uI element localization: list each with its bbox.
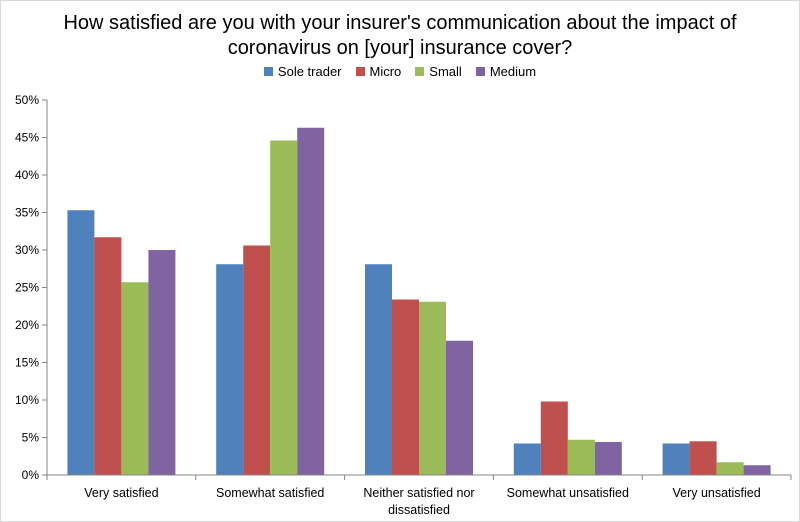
legend-label: Sole trader — [277, 64, 342, 79]
chart-title-line-1: How satisfied are you with your insurer'… — [63, 12, 737, 34]
y-tick-label: 20% — [15, 318, 39, 332]
y-tick-label: 30% — [15, 243, 39, 257]
chart-title-line-2: coronavirus on [your] insurance cover? — [227, 37, 573, 59]
bar — [148, 250, 176, 475]
legend-item-sole-trader: Sole trader — [263, 64, 342, 79]
chart-title: How satisfied are you with your insurer'… — [1, 11, 799, 61]
bar — [567, 439, 595, 475]
legend-item-small: Small — [415, 64, 462, 79]
bar — [392, 299, 419, 475]
bar — [513, 443, 541, 475]
bar — [270, 140, 298, 475]
bar — [216, 264, 244, 475]
y-tick-label: 15% — [15, 356, 39, 370]
x-category-label: Very satisfied — [84, 486, 158, 500]
legend-swatch — [355, 67, 365, 76]
bar — [121, 282, 149, 475]
bar — [540, 401, 568, 475]
x-category-label: dissatisfied — [388, 503, 450, 517]
legend-swatch — [263, 67, 273, 76]
bar — [67, 210, 95, 475]
x-category-label: Somewhat unsatisfied — [507, 486, 629, 500]
x-category-label: Neither satisfied nor — [363, 486, 474, 500]
legend-swatch — [415, 67, 425, 76]
bar — [662, 443, 690, 475]
bar — [594, 442, 622, 475]
legend-swatch — [475, 67, 485, 76]
bar — [446, 340, 473, 475]
bar — [716, 462, 744, 475]
bar — [297, 127, 325, 475]
legend-item-medium: Medium — [475, 64, 537, 79]
y-tick-label: 35% — [15, 206, 39, 220]
legend-label: Medium — [489, 64, 537, 79]
y-tick-label: 5% — [22, 431, 40, 445]
bar — [419, 301, 446, 475]
legend-item-micro: Micro — [355, 64, 402, 79]
y-tick-label: 45% — [15, 131, 39, 145]
y-tick-label: 40% — [15, 168, 39, 182]
bar — [94, 237, 122, 475]
bar — [743, 465, 771, 475]
x-category-label: Somewhat satisfied — [216, 486, 324, 500]
y-tick-label: 50% — [15, 93, 39, 107]
legend-label: Small — [429, 64, 462, 79]
y-tick-label: 25% — [15, 281, 39, 295]
bar — [689, 441, 717, 475]
y-tick-label: 0% — [22, 468, 40, 482]
bar — [365, 264, 392, 475]
x-category-label: Very unsatisfied — [672, 486, 760, 500]
legend-label: Micro — [369, 64, 402, 79]
bar — [243, 245, 271, 475]
chart-legend: Sole trader Micro Small Medium — [1, 64, 799, 79]
y-tick-label: 10% — [15, 393, 39, 407]
